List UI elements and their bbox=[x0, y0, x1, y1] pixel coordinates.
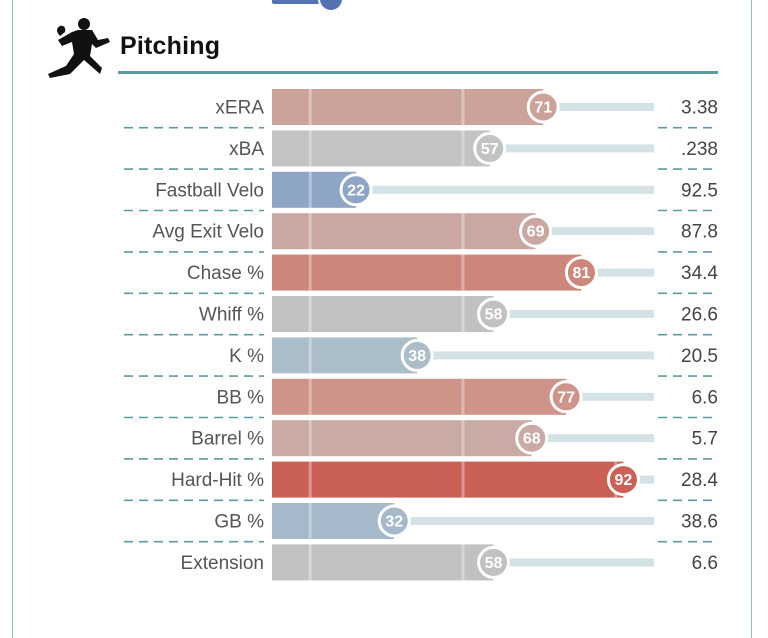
percentile-bar bbox=[272, 213, 536, 250]
metric-value: 28.4 bbox=[681, 470, 718, 491]
metric-value: 20.5 bbox=[681, 346, 718, 367]
percentile-bar bbox=[272, 503, 395, 539]
metric-value: 3.38 bbox=[681, 98, 718, 119]
percentile-bubble bbox=[519, 214, 553, 248]
percentile-bar bbox=[272, 89, 544, 125]
percentile-label: 81 bbox=[573, 265, 591, 282]
percentile-track bbox=[493, 558, 654, 567]
metric-label: BB % bbox=[216, 387, 264, 408]
metric-label: Hard-Hit % bbox=[171, 470, 264, 491]
percentile-bubble bbox=[564, 256, 598, 290]
metric-value: .238 bbox=[681, 139, 718, 160]
percentile-chart: 71 xERA 3.38 57 xBA .238 22 Fastball Velo 92.5 69… bbox=[124, 89, 718, 581]
metric-value: 92.5 bbox=[681, 180, 718, 201]
percentile-track bbox=[531, 434, 654, 443]
benchmark-line bbox=[461, 461, 465, 498]
percentile-label: 71 bbox=[534, 100, 552, 117]
metric-value: 26.6 bbox=[681, 305, 718, 326]
benchmark-line bbox=[308, 171, 312, 208]
benchmark-line bbox=[308, 89, 312, 125]
benchmark-line bbox=[308, 296, 312, 332]
percentile-track bbox=[417, 351, 654, 360]
benchmark-line bbox=[461, 130, 465, 167]
percentile-bubble bbox=[515, 421, 549, 455]
percentile-label: 22 bbox=[347, 182, 365, 199]
metric-label: GB % bbox=[214, 512, 264, 533]
benchmark-line bbox=[308, 461, 312, 498]
benchmark-line bbox=[461, 544, 465, 581]
percentile-bubble bbox=[606, 463, 640, 497]
percentile-bubble bbox=[400, 338, 434, 372]
percentile-label: 58 bbox=[485, 555, 503, 572]
section-title: Pitching bbox=[120, 32, 221, 60]
previous-section-bar bbox=[272, 0, 334, 4]
percentile-label: 38 bbox=[408, 348, 426, 365]
benchmark-line bbox=[308, 420, 312, 457]
metric-label: K % bbox=[229, 346, 264, 367]
percentile-bubble bbox=[473, 131, 507, 165]
panel-border bbox=[12, 0, 752, 638]
metric-label: Fastball Velo bbox=[155, 180, 264, 201]
percentile-track bbox=[489, 144, 654, 153]
percentile-bubble bbox=[477, 297, 511, 331]
metric-label: Chase % bbox=[187, 263, 264, 284]
percentile-track bbox=[543, 103, 654, 111]
percentile-bubble bbox=[377, 504, 411, 538]
benchmark-line bbox=[461, 213, 465, 250]
percentile-bar bbox=[272, 420, 532, 457]
benchmark-line bbox=[308, 503, 312, 539]
metric-label: Extension bbox=[181, 553, 264, 574]
metric-label: Avg Exit Velo bbox=[152, 222, 264, 243]
percentile-label: 77 bbox=[557, 389, 575, 406]
percentile-bubble bbox=[549, 380, 583, 414]
metric-value: 5.7 bbox=[692, 429, 718, 450]
percentile-bubble bbox=[339, 173, 373, 207]
percentile-bar bbox=[272, 461, 624, 498]
percentile-label: 69 bbox=[527, 224, 545, 241]
benchmark-line bbox=[308, 254, 312, 291]
metric-label: Whiff % bbox=[199, 305, 264, 326]
percentile-label: 68 bbox=[523, 431, 541, 448]
percentile-bar bbox=[272, 254, 582, 291]
percentile-track bbox=[566, 392, 654, 401]
metric-value: 34.4 bbox=[681, 263, 718, 284]
benchmark-line bbox=[308, 544, 312, 581]
benchmark-line bbox=[308, 378, 312, 415]
benchmark-line bbox=[461, 378, 465, 415]
percentile-label: 57 bbox=[481, 141, 499, 158]
benchmark-line bbox=[461, 254, 465, 291]
percentile-bar bbox=[272, 130, 490, 167]
percentile-track bbox=[581, 268, 654, 277]
metric-value: 87.8 bbox=[681, 222, 718, 243]
header-divider bbox=[118, 71, 718, 74]
percentile-bar bbox=[272, 544, 494, 581]
pitcher-icon bbox=[48, 18, 110, 78]
metric-value: 6.6 bbox=[692, 387, 718, 408]
percentile-bubble bbox=[526, 90, 560, 124]
metric-label: xERA bbox=[215, 98, 264, 119]
benchmark-line bbox=[308, 337, 312, 374]
benchmark-line bbox=[461, 89, 465, 125]
metric-label: xBA bbox=[229, 139, 264, 160]
metric-value: 6.6 bbox=[692, 553, 718, 574]
benchmark-line bbox=[461, 296, 465, 332]
percentile-bar bbox=[272, 378, 567, 415]
section-header: Pitching bbox=[48, 14, 718, 78]
percentile-label: 58 bbox=[485, 307, 503, 324]
percentile-label: 92 bbox=[615, 472, 633, 489]
percentile-track bbox=[535, 227, 654, 236]
percentile-label: 32 bbox=[385, 514, 403, 531]
percentile-bubble bbox=[477, 545, 511, 579]
percentile-bar bbox=[272, 337, 418, 374]
metric-value: 38.6 bbox=[681, 512, 718, 533]
percentile-bar bbox=[272, 296, 494, 332]
percentile-track bbox=[493, 310, 654, 318]
benchmark-line bbox=[461, 420, 465, 457]
benchmark-line bbox=[308, 130, 312, 167]
percentile-track bbox=[356, 185, 654, 194]
benchmark-line bbox=[308, 213, 312, 250]
metric-label: Barrel % bbox=[191, 429, 264, 450]
percentile-track bbox=[394, 517, 654, 525]
